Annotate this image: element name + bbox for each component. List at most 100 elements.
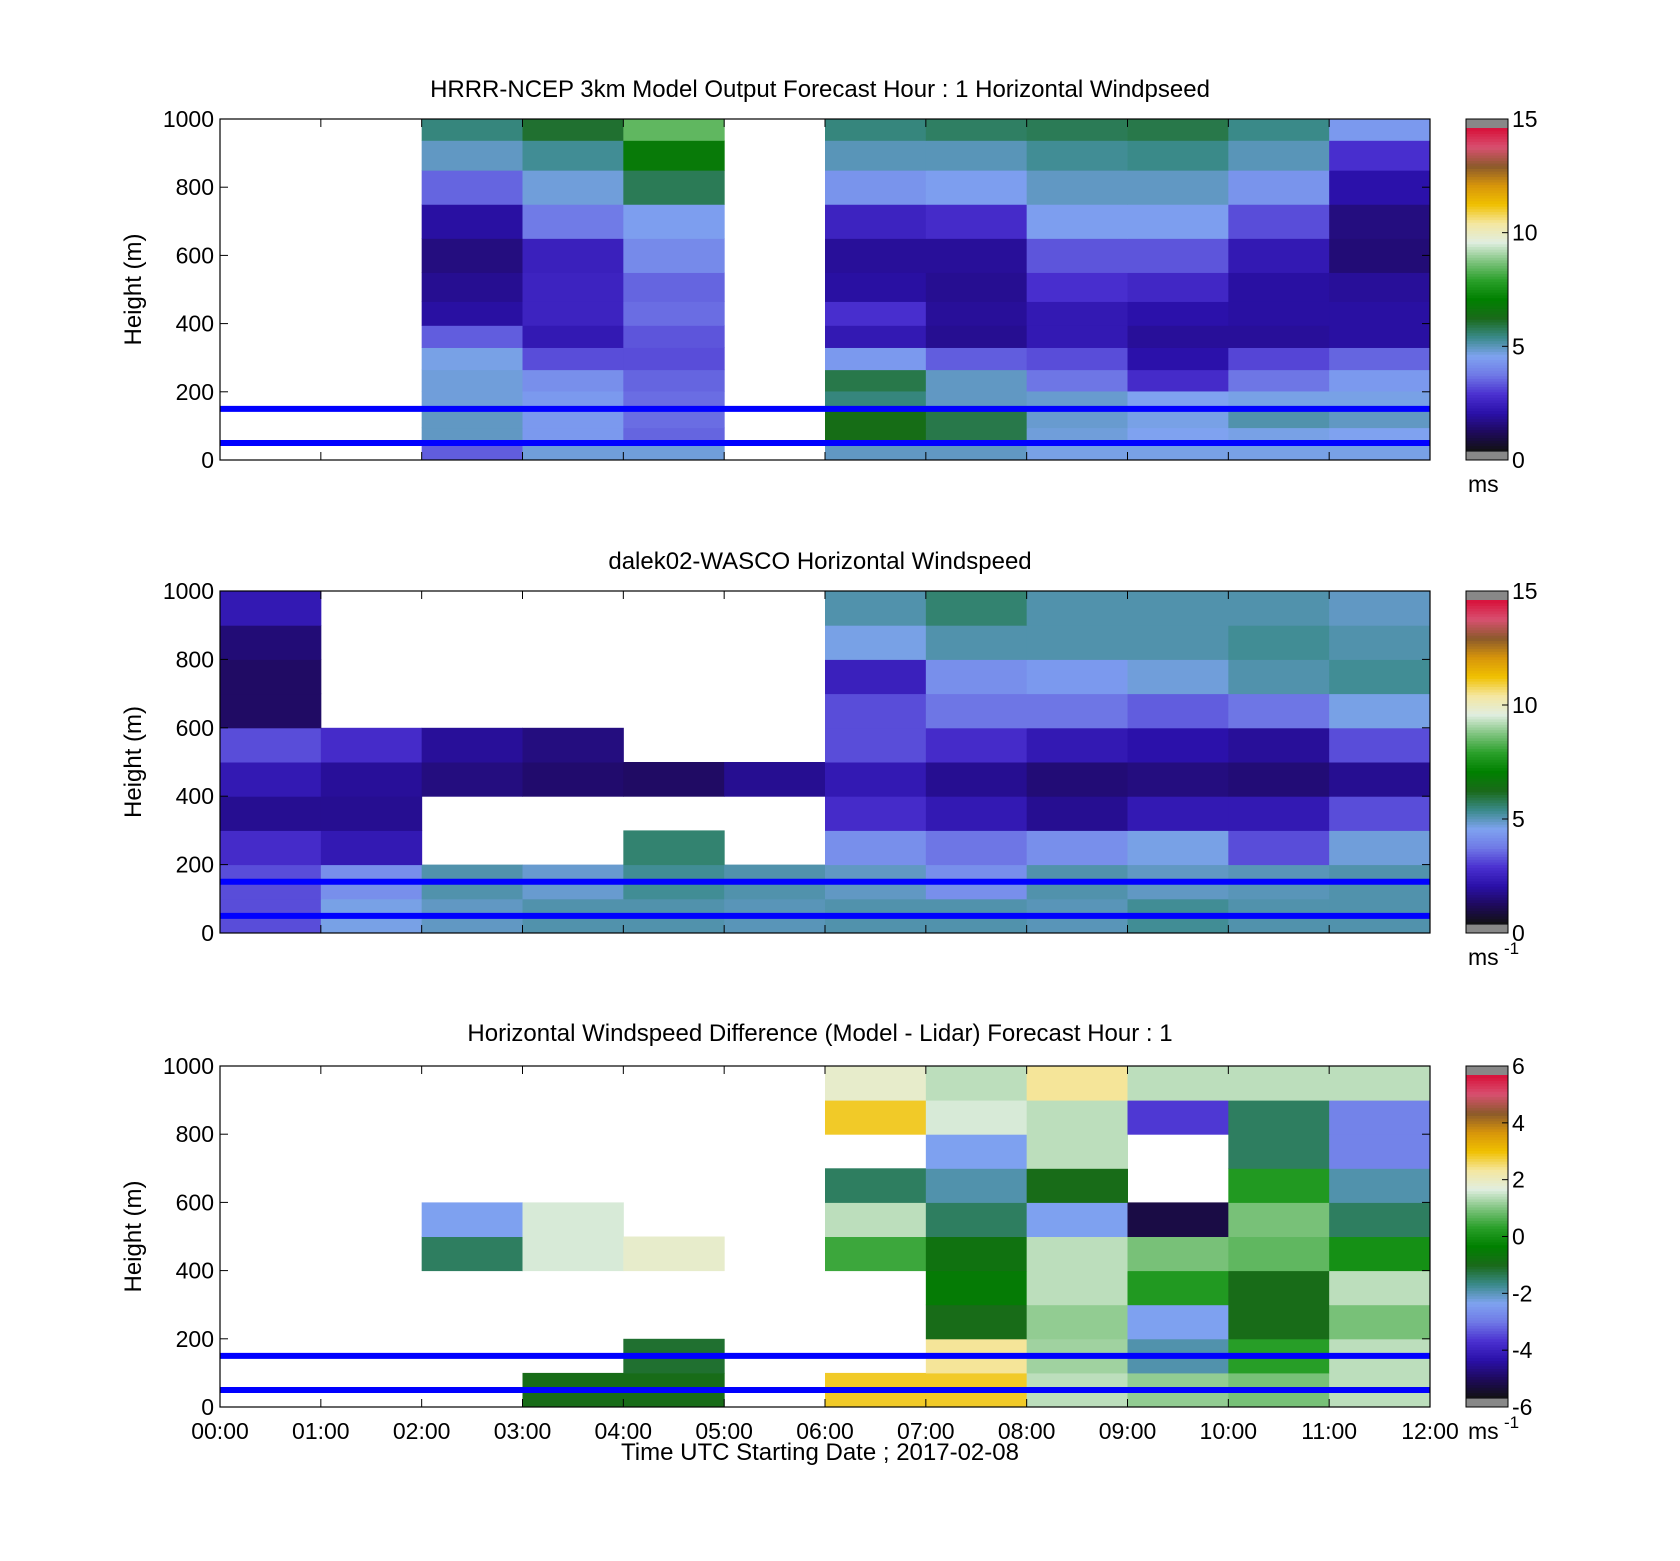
heatmap-cell: [421, 1202, 523, 1237]
heatmap-cell: [1026, 659, 1128, 695]
heatmap-cell: [623, 119, 725, 141]
colorbar-swatch: [1466, 321, 1508, 326]
colorbar-swatch: [1466, 1091, 1508, 1095]
colorbar-swatch: [1466, 176, 1508, 180]
heatmap-cell: [522, 409, 624, 429]
heatmap-cell: [522, 325, 624, 348]
colorbar-swatch: [1466, 735, 1508, 739]
colorbar-swatch: [1466, 1247, 1508, 1251]
heatmap-cell: [1329, 591, 1431, 626]
colorbar-swatch: [1466, 888, 1508, 893]
heatmap-cell: [421, 119, 523, 141]
colorbar-swatch: [1466, 1328, 1508, 1332]
colorbar-tick-label: -6: [1512, 1394, 1532, 1420]
colorbar-swatch: [1466, 1392, 1508, 1396]
heatmap-cell: [1228, 390, 1330, 411]
heatmap-cell: [421, 325, 523, 348]
heatmap-cell: [1329, 170, 1431, 205]
colorbar-swatch: [1466, 772, 1508, 777]
heatmap-cell: [1026, 443, 1128, 461]
heatmap-cell: [320, 727, 423, 763]
colorbar-swatch: [1466, 394, 1508, 398]
colorbar-swatch: [1466, 1236, 1508, 1240]
colorbar-swatch: [1466, 372, 1508, 377]
colorbar-swatch: [1466, 1381, 1508, 1386]
colorbar-swatch: [1466, 383, 1508, 387]
heatmap-cell: [925, 659, 1028, 695]
colorbar-swatch: [1466, 402, 1508, 406]
colorbar-swatch: [1466, 1309, 1508, 1313]
heatmap-cell: [925, 830, 1028, 866]
heatmap-cell: [623, 170, 725, 205]
heatmap-cell: [925, 727, 1028, 763]
colorbar-swatch: [1466, 278, 1508, 283]
colorbar-swatch: [1466, 683, 1508, 687]
colorbar-swatch: [1466, 1190, 1508, 1195]
colorbar-tick-label: -2: [1512, 1280, 1532, 1306]
colorbar-swatch: [1466, 1352, 1508, 1356]
colorbar-tick-label: 5: [1512, 333, 1525, 359]
colorbar-swatch: [1466, 1252, 1508, 1256]
colorbar-swatch: [1466, 1204, 1508, 1208]
heatmap-cell: [1026, 347, 1128, 371]
colorbar-swatch: [1466, 243, 1508, 248]
colorbar-swatch: [1466, 362, 1508, 366]
colorbar-swatch: [1466, 195, 1508, 199]
colorbar-swatch: [1466, 375, 1508, 379]
colorbar-swatch: [1466, 128, 1508, 132]
colorbar-swatch: [1466, 319, 1508, 323]
colorbar-swatch: [1466, 1317, 1508, 1321]
heatmap-cell: [1329, 1270, 1431, 1306]
y-tick-label: 400: [176, 1258, 214, 1284]
heatmap-cell: [623, 204, 725, 239]
heatmap-cell: [1329, 119, 1431, 141]
heatmap-cell: [220, 625, 322, 660]
colorbar-swatch: [1466, 902, 1508, 906]
colorbar-swatch: [1466, 219, 1508, 223]
colorbar-swatch: [1466, 600, 1508, 604]
heatmap-cell: [522, 238, 624, 273]
heatmap-cell: [1026, 625, 1128, 660]
x-tick-label: 03:00: [494, 1418, 552, 1444]
colorbar-swatch: [1466, 1080, 1508, 1084]
x-tick-label: 00:00: [191, 1418, 249, 1444]
colorbar-swatch: [1466, 367, 1508, 371]
colorbar-swatch: [1466, 206, 1508, 210]
heatmap-cell: [1228, 1134, 1330, 1169]
heatmap-cell: [522, 727, 624, 763]
colorbar-swatch: [1466, 442, 1508, 447]
heatmap-cell: [1329, 204, 1431, 239]
heatmap-cell: [925, 390, 1028, 411]
colorbar-swatch: [1466, 184, 1508, 188]
colorbar-swatch: [1466, 608, 1508, 612]
heatmap-cell: [522, 301, 624, 326]
colorbar-swatch: [1466, 780, 1508, 785]
heatmap-cell: [825, 140, 927, 171]
colorbar-swatch: [1466, 424, 1508, 428]
colorbar-swatch: [1466, 1109, 1508, 1114]
colorbar: 0 5 10 15 ms -1: [1465, 578, 1538, 970]
colorbar-swatch: [1466, 708, 1508, 712]
heatmap-cell: [825, 625, 927, 660]
colorbar-frame: [1465, 590, 1509, 934]
heatmap-cell: [825, 762, 927, 797]
colorbar-swatch: [1466, 1155, 1508, 1160]
colorbar-swatch: [1466, 1193, 1508, 1197]
heatmap-cell: [1329, 390, 1431, 411]
heatmap-cell: [1228, 762, 1330, 797]
colorbar-swatch: [1466, 173, 1508, 178]
colorbar-swatch: [1466, 1389, 1508, 1394]
heatmap-cell: [1026, 238, 1128, 273]
colorbar-swatch: [1466, 686, 1508, 690]
colorbar-swatch: [1466, 1260, 1508, 1265]
colorbar-swatch: [1466, 756, 1508, 760]
colorbar-swatch: [1466, 440, 1508, 444]
heatmap-cell: [1228, 693, 1330, 729]
colorbar-swatch: [1466, 654, 1508, 658]
heatmap-cell: [1127, 325, 1229, 348]
heatmap-cell: [1329, 347, 1431, 371]
heatmap-cell: [1228, 1202, 1330, 1237]
colorbar-swatch: [1466, 1395, 1508, 1399]
colorbar-swatch: [1466, 786, 1508, 790]
heatmap-cell: [925, 443, 1028, 461]
